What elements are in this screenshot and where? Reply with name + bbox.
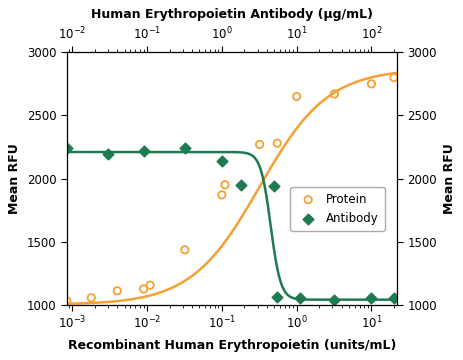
Legend: Protein, Antibody: Protein, Antibody — [290, 187, 384, 231]
Antibody — [273, 294, 280, 300]
Antibody — [104, 151, 112, 157]
Protein — [330, 91, 338, 97]
Antibody — [139, 148, 147, 154]
Antibody — [218, 159, 225, 165]
Protein — [218, 192, 225, 198]
Protein — [63, 298, 70, 304]
Protein — [292, 94, 300, 99]
Protein — [367, 81, 375, 87]
Antibody — [270, 183, 277, 189]
Antibody — [295, 296, 303, 301]
Protein — [256, 141, 263, 147]
Antibody — [181, 145, 188, 151]
Protein — [221, 182, 228, 188]
X-axis label: Human Erythropoietin Antibody (μg/mL): Human Erythropoietin Antibody (μg/mL) — [91, 8, 372, 21]
Protein — [139, 286, 147, 292]
Protein — [389, 75, 397, 80]
Antibody — [367, 295, 375, 301]
Protein — [273, 140, 280, 146]
Antibody — [330, 297, 338, 302]
Protein — [113, 288, 121, 294]
Antibody — [63, 145, 70, 151]
Protein — [88, 295, 95, 301]
Protein — [181, 247, 188, 253]
Protein — [146, 282, 154, 288]
Y-axis label: Mean RFU: Mean RFU — [8, 143, 21, 214]
X-axis label: Recombinant Human Erythropoietin (units/mL): Recombinant Human Erythropoietin (units/… — [68, 339, 395, 352]
Y-axis label: Mean RFU: Mean RFU — [442, 143, 455, 214]
Antibody — [237, 182, 244, 188]
Antibody — [389, 296, 397, 301]
